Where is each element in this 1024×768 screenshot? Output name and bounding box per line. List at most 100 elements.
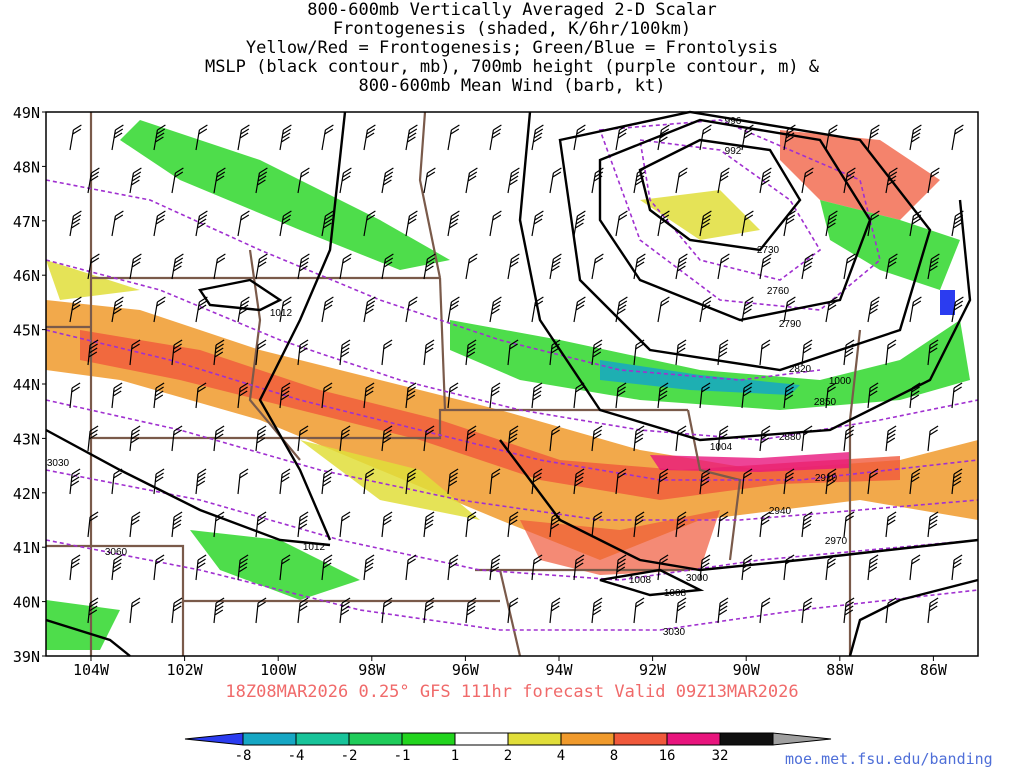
wind-barb [825, 468, 837, 495]
wind-barb [549, 253, 562, 280]
wind-barb [615, 468, 627, 495]
wind-barb [381, 597, 393, 624]
wind-barb [111, 296, 124, 323]
wind-barb [87, 167, 100, 194]
wind-barb [195, 210, 208, 237]
wind-barb [591, 167, 604, 194]
wind-barb [783, 554, 795, 581]
wind-barb [951, 210, 964, 237]
wind-barb [153, 468, 165, 495]
wind-barb [867, 382, 879, 409]
wind-barb [843, 167, 856, 194]
wind-barb [633, 167, 646, 194]
wind-barb [213, 253, 226, 280]
wind-barb [237, 124, 250, 151]
longitude-tick-label: 88W [826, 661, 854, 679]
longitude-tick-label: 98W [358, 661, 386, 679]
mslp-contours [45, 110, 979, 657]
wind-barb [465, 511, 477, 538]
wind-barb [279, 124, 292, 151]
wind-barb [507, 167, 520, 194]
colorbar-min-arrow [184, 732, 244, 746]
wind-barb [825, 210, 838, 237]
wind-barb [801, 511, 813, 538]
longitude-tick-label: 104W [73, 661, 110, 679]
wind-barb [423, 253, 436, 280]
colorbar: -8 -4 -2 -1 1 2 4 8 16 32 [184, 732, 832, 764]
height-label: 2790 [779, 319, 802, 330]
wind-barb [801, 425, 813, 452]
wind-barb [825, 382, 837, 409]
wind-barb [111, 124, 124, 151]
mslp-label: 1008 [629, 575, 652, 586]
colorbar-label: -2 [341, 748, 358, 764]
latitude-tick-label: 47N [13, 213, 40, 231]
longitude-tick-label: 90W [733, 661, 761, 679]
wind-barb [489, 296, 502, 323]
wind-barb [657, 382, 669, 409]
wind-barb [69, 296, 82, 323]
wind-barb [885, 253, 898, 280]
wind-barb [339, 167, 352, 194]
wind-barb [591, 339, 603, 366]
wind-barb [657, 296, 670, 323]
wind-barb [153, 554, 165, 581]
longitude-tick-label: 94W [545, 661, 573, 679]
wind-barb [255, 339, 267, 366]
wind-barb [675, 167, 688, 194]
wind-barb [489, 382, 501, 409]
wind-barb [843, 425, 855, 452]
colorbar-label: 1 [451, 748, 459, 764]
wind-barb [825, 296, 838, 323]
wind-barb [87, 339, 99, 366]
wind-barb [801, 253, 814, 280]
wind-barb [69, 124, 82, 151]
mslp-label: 992 [725, 146, 742, 157]
height-label: 2970 [825, 536, 848, 547]
colorbar-label: 8 [610, 748, 618, 764]
wind-barb [87, 511, 99, 538]
wind-barb [675, 253, 688, 280]
height-label: 2910 [815, 473, 838, 484]
mslp-label: 1000 [829, 376, 852, 387]
wind-barb [843, 253, 856, 280]
height-label: 2880 [779, 432, 802, 443]
source-credit[interactable]: moe.met.fsu.edu/banding [785, 750, 993, 768]
wind-barb [339, 597, 351, 624]
wind-barb [591, 511, 603, 538]
wind-barb [321, 210, 334, 237]
wind-barb [783, 210, 796, 237]
wind-barb [591, 253, 604, 280]
wind-barb [927, 597, 939, 624]
wind-barb [531, 554, 543, 581]
colorbar-segment [613, 732, 668, 746]
wind-barb [363, 296, 376, 323]
wind-barb [909, 468, 921, 495]
latitude-tick-label: 41N [13, 539, 40, 557]
longitude-tick-label: 96W [452, 661, 480, 679]
height-label: 2730 [757, 245, 780, 256]
wind-barb [507, 511, 519, 538]
wind-barb [675, 425, 687, 452]
latitude-tick-label: 46N [13, 267, 40, 285]
wind-barb [633, 511, 645, 538]
wind-barb [927, 167, 940, 194]
wind-barb [657, 468, 669, 495]
wind-barb [237, 210, 250, 237]
wind-barb [801, 597, 813, 624]
wind-barb [405, 554, 417, 581]
colorbar-segment [242, 732, 297, 746]
latitude-tick-label: 43N [13, 430, 40, 448]
wind-barb [279, 382, 291, 409]
latitude-axis: 49N 48N 47N 46N 45N 44N 43N 42N 41N 40N 39N [13, 104, 46, 666]
mslp-label: 1008 [664, 588, 687, 599]
wind-barb [195, 296, 208, 323]
wind-barb [447, 210, 460, 237]
wind-barb [237, 554, 249, 581]
yellow-region-1 [46, 190, 760, 520]
wind-barb [675, 511, 687, 538]
wind-barb [447, 382, 459, 409]
longitude-tick-label: 102W [167, 661, 204, 679]
wind-barb [381, 167, 394, 194]
wind-barb [363, 382, 375, 409]
